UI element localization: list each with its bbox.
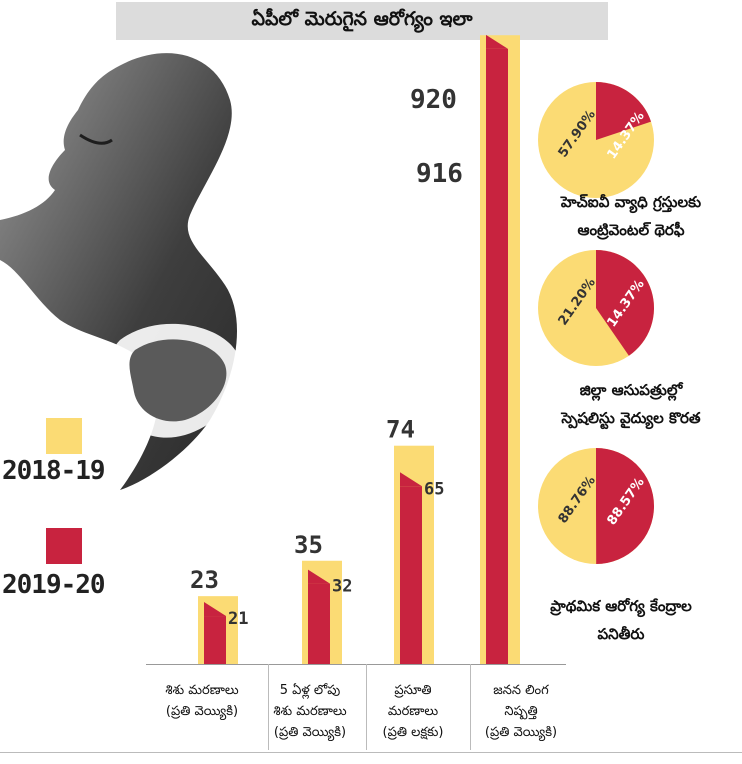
bar-2019-20 — [308, 583, 330, 664]
pie-caption-line: స్పెషలిస్టు వైద్యుల కొరత — [561, 409, 701, 427]
value-label-2019-20: 65 — [424, 479, 444, 499]
value-label-2018-19: 35 — [294, 531, 323, 559]
category-label-under5-deaths: 5 ఏళ్ల లోపు శిశు మరణాలు (ప్రతి వెయ్యికి) — [250, 680, 370, 743]
legend-swatch-2019-20 — [46, 528, 82, 564]
value-label-2019-20: 920 — [410, 85, 457, 115]
bar-2019-20 — [204, 616, 226, 664]
pie-caption-line: పనితీరు — [597, 625, 645, 643]
category-label-infant-deaths: శిశు మరణాలు (ప్రతి వెయ్యికి) — [140, 680, 264, 722]
bar-2019-20-cap — [486, 34, 508, 49]
bar-2019-20 — [400, 486, 422, 664]
mother-child-silhouette-icon — [0, 53, 242, 490]
pie-caption-line: ప్రాథమిక ఆరోగ్య కేంద్రాల — [550, 597, 692, 615]
value-label-2019-20: 32 — [332, 577, 352, 597]
category-separator — [268, 664, 269, 750]
pie-slice-2019-20 — [596, 448, 655, 564]
bar-2019-20-cap — [204, 602, 226, 617]
category-label-line: జనన లింగ — [493, 683, 549, 698]
bottom-rule — [0, 752, 742, 753]
legend-swatch-2018-19 — [46, 418, 82, 454]
bar-2019-20-cap — [308, 569, 330, 584]
category-separator — [470, 664, 471, 750]
pie-caption-line: హెచ్ఐవీ వ్యాధి గ్రస్తులకు — [560, 193, 702, 211]
pie-caption-line: ఆంట్రివెంటల్ థెరఫీ — [577, 221, 685, 239]
legend-label-2018-19: 2018-19 — [2, 456, 106, 486]
category-label-line: నిష్పత్తి — [504, 704, 538, 719]
category-label-line: (ప్రతి వెయ్యికి) — [484, 725, 558, 740]
pie-slice-2019-20 — [596, 250, 655, 356]
value-label-2018-19: 916 — [416, 159, 463, 189]
category-label-line: 5 ఏళ్ల లోపు — [279, 683, 341, 698]
value-label-2018-19: 23 — [190, 566, 219, 594]
category-label-line: (ప్రతి లక్షకు) — [382, 725, 444, 740]
category-label-line: (ప్రతి వెయ్యికి) — [165, 704, 239, 719]
category-separator — [366, 664, 367, 750]
legend-label-2019-20: 2019-20 — [2, 570, 106, 600]
bar-2019-20 — [486, 48, 508, 664]
category-label-line: ప్రసూతి — [394, 683, 432, 698]
x-axis-baseline — [146, 664, 566, 665]
pie-slice-2019-20 — [596, 82, 652, 140]
category-label-line: (ప్రతి వెయ్యికి) — [273, 725, 347, 740]
value-label-2019-20: 21 — [228, 609, 248, 629]
category-label-maternal-deaths: ప్రసూతి మరణాలు (ప్రతి లక్షకు) — [356, 680, 470, 743]
category-label-sex-ratio: జనన లింగ నిష్పత్తి (ప్రతి వెయ్యికి) — [462, 680, 580, 743]
category-label-line: మరణాలు — [387, 704, 439, 719]
pie-caption-specialist-shortage: జిల్లా ఆసుపత్రుల్లో స్పెషలిస్టు వైద్యుల … — [520, 376, 742, 432]
category-label-line: శిశు మరణాలు — [273, 704, 347, 719]
bar-2019-20-cap — [400, 472, 422, 487]
page-title: ఏపీలో మెరుగైన ఆరోగ్యం ఇలా — [116, 2, 608, 40]
pie-caption-phc-performance: ప్రాథమిక ఆరోగ్య కేంద్రాల పనితీరు — [500, 592, 742, 648]
pie-caption-line: జిల్లా ఆసుపత్రుల్లో — [579, 381, 683, 399]
value-label-2018-19: 74 — [386, 416, 415, 444]
category-label-line: శిశు మరణాలు — [165, 683, 239, 698]
pie-caption-hiv-therapy: హెచ్ఐవీ వ్యాధి గ్రస్తులకు ఆంట్రివెంటల్ థ… — [520, 188, 742, 244]
